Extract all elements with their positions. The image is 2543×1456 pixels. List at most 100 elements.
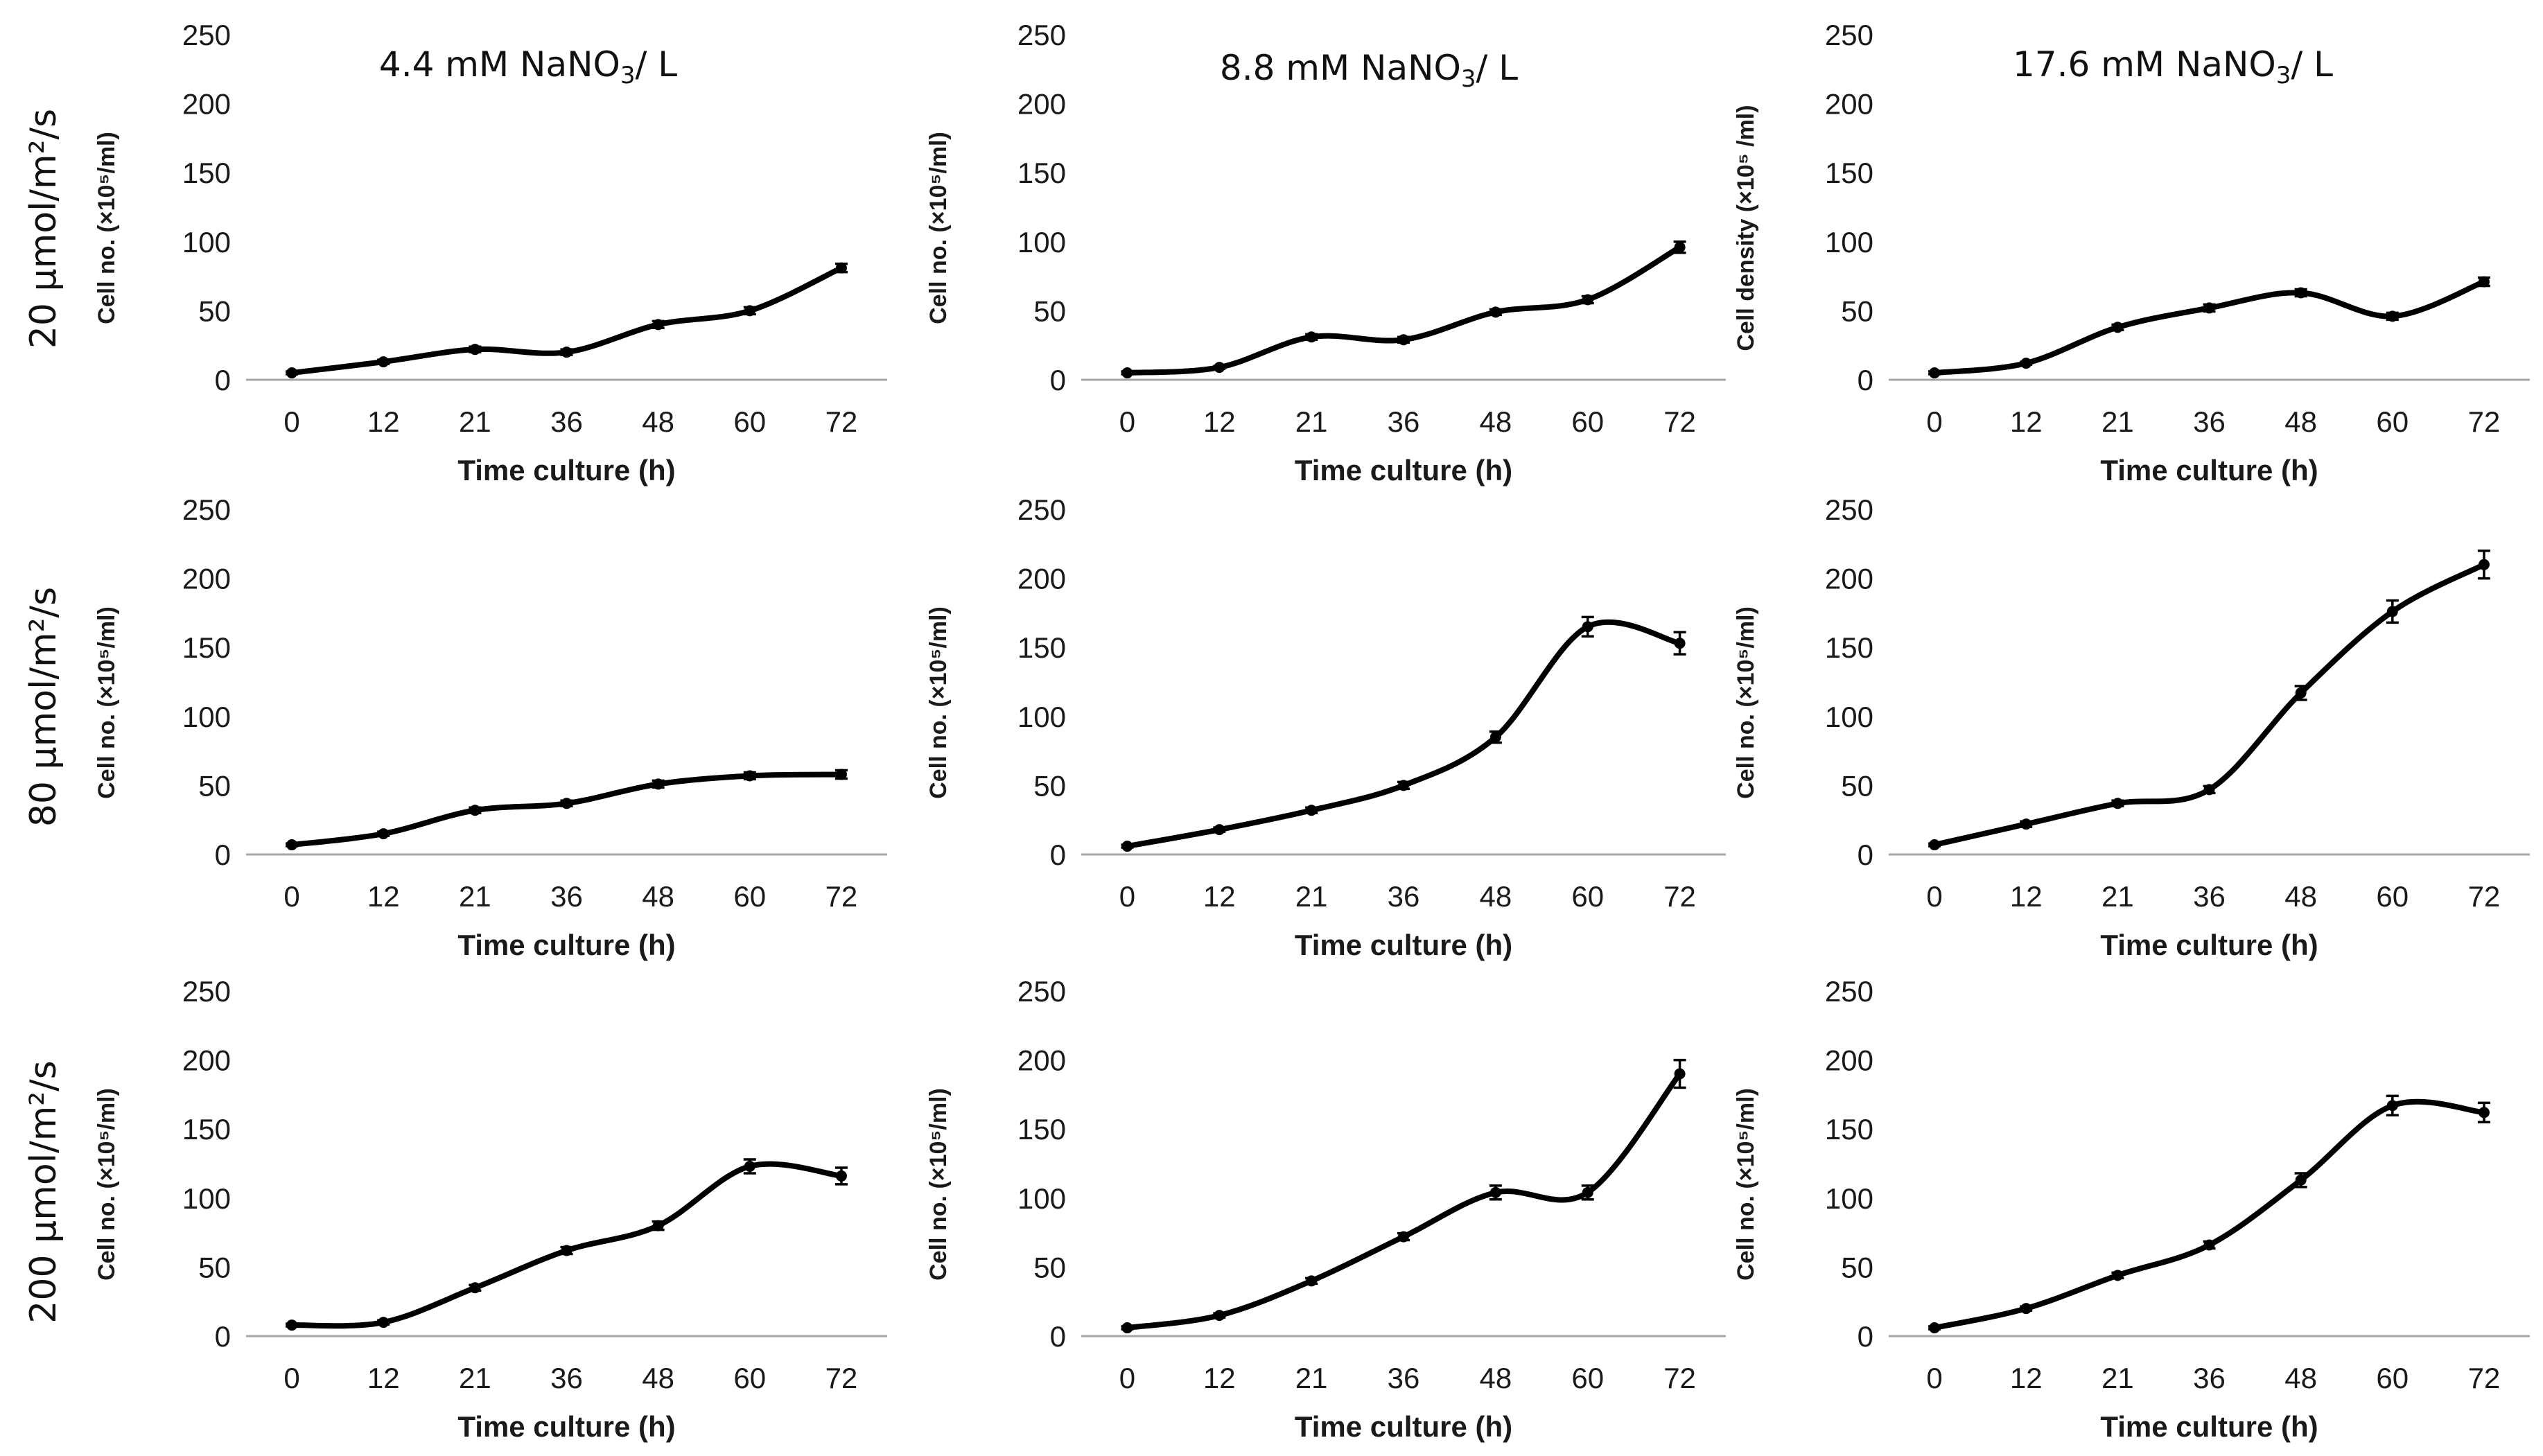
chart-1-3-y-tick-3: 150	[1825, 157, 1873, 189]
chart-3-1-point-6	[835, 1170, 847, 1182]
column-title-3: 17.6 mM NaNO3/ L	[2013, 44, 2333, 89]
chart-1-2-y-tick-2: 100	[1017, 226, 1066, 258]
chart-2-2-x-tick-2: 21	[1295, 880, 1328, 913]
chart-2-2-point-6	[1674, 638, 1686, 649]
chart-3-1-y-tick-4: 200	[182, 1044, 231, 1077]
chart-3-1-y-tick-3: 150	[182, 1113, 231, 1146]
chart-1-1-y-tick-2: 100	[182, 226, 231, 258]
chart-1-2-y-tick-5: 250	[1017, 19, 1066, 51]
chart-1-1-x-tick-2: 21	[459, 405, 491, 438]
chart-2-2-y-tick-0: 0	[1050, 839, 1066, 871]
chart-3-2-y-tick-4: 200	[1017, 1044, 1066, 1077]
chart-3-1-series-line	[289, 1161, 844, 1329]
chart-2-1-y-tick-3: 150	[182, 631, 231, 664]
chart-2-2: 0 50 100 150 200 250 0 12 21 36 48 60 72 Time culture…	[925, 493, 1726, 961]
chart-1-1-x-tick-5: 60	[733, 405, 766, 438]
chart-1-2-series-line	[1124, 244, 1683, 376]
chart-2-1-y-tick-0: 0	[215, 839, 231, 871]
chart-1-3-point-1	[2020, 358, 2032, 369]
chart-3-3-x-tick-0: 0	[1926, 1362, 1942, 1394]
chart-2-2-x-axis-title: Time culture (h)	[1295, 929, 1512, 961]
chart-3-1-x-axis-title: Time culture (h)	[457, 1410, 675, 1443]
row-titles: 20 µmol/m²/s 80 µmol/m²/s 200 µmol/m²/s	[23, 109, 64, 1324]
chart-3-1-x-tick-4: 48	[642, 1362, 674, 1394]
chart-3-3-x-tick-4: 48	[2284, 1362, 2317, 1394]
chart-2-3-y-tick-2: 100	[1825, 701, 1873, 733]
chart-3-1-point-5	[744, 1160, 755, 1172]
chart-2-3-x-axis-title: Time culture (h)	[2100, 929, 2318, 961]
chart-3-3-point-3	[2203, 1239, 2215, 1251]
chart-2-1-point-0	[286, 839, 298, 851]
chart-3-3-x-axis-title: Time culture (h)	[2100, 1410, 2318, 1443]
chart-2-2-series-line	[1124, 619, 1683, 850]
chart-3-2-x-tick-1: 12	[1203, 1362, 1236, 1394]
chart-1-2-x-tick-4: 48	[1479, 405, 1512, 438]
chart-1-3-x-tick-1: 12	[2010, 405, 2043, 438]
chart-3-1-x-tick-3: 36	[550, 1362, 583, 1394]
chart-3-1-point-4	[652, 1220, 664, 1231]
chart-1-1-x-tick-3: 36	[550, 405, 583, 438]
chart-2-2-x-tick-3: 36	[1388, 880, 1420, 913]
chart-3-3: 0 50 100 150 200 250 0 12 21 36 48 60 72 Time culture…	[1733, 975, 2530, 1443]
chart-panels: 0 50 100 150 200 250 0 12 21 36 48 60 72 Time culture…	[94, 19, 2530, 1443]
chart-1-3-point-6	[2478, 276, 2490, 288]
column-title-2: 8.8 mM NaNO3/ L	[1220, 48, 1518, 93]
chart-3-2-point-5	[1582, 1186, 1593, 1198]
chart-3-2-x-axis-title: Time culture (h)	[1295, 1410, 1512, 1443]
chart-1-1-x-tick-0: 0	[283, 405, 299, 438]
chart-1-3-point-2	[2112, 322, 2124, 333]
chart-1-3-x-tick-6: 72	[2468, 405, 2501, 438]
chart-3-1-x-tick-6: 72	[825, 1362, 858, 1394]
chart-1-2-x-tick-3: 36	[1388, 405, 1420, 438]
chart-2-1-y-tick-4: 200	[182, 563, 231, 595]
chart-1-3-x-tick-0: 0	[1926, 405, 1942, 438]
chart-3-2-y-tick-0: 0	[1050, 1320, 1066, 1353]
chart-1-3-x-axis-title: Time culture (h)	[2100, 454, 2318, 486]
chart-2-3-point-2	[2112, 798, 2124, 809]
chart-2-2-y-tick-4: 200	[1017, 563, 1066, 595]
chart-3-3-point-1	[2020, 1303, 2032, 1315]
chart-1-3: 0 50 100 150 200 250 0 12 21 36 48 60 72 Time culture…	[1733, 19, 2530, 486]
chart-2-3-x-tick-5: 60	[2376, 880, 2409, 913]
chart-3-1-point-3	[561, 1245, 573, 1256]
chart-1-3-y-tick-0: 0	[1858, 364, 1873, 396]
chart-2-1-x-axis-title: Time culture (h)	[457, 929, 675, 961]
chart-2-3: 0 50 100 150 200 250 0 12 21 36 48 60 72 Time culture…	[1733, 493, 2530, 961]
chart-1-1-point-6	[835, 262, 847, 274]
chart-3-3-x-tick-1: 12	[2010, 1362, 2043, 1394]
chart-1-1-x-tick-6: 72	[825, 405, 858, 438]
chart-2-1-point-4	[652, 778, 664, 790]
chart-1-1-point-5	[744, 305, 755, 317]
chart-1-1-y-tick-0: 0	[215, 364, 231, 396]
chart-1-2-y-tick-1: 50	[1033, 295, 1066, 327]
chart-3-1-x-tick-0: 0	[283, 1362, 299, 1394]
chart-3-2-point-3	[1398, 1231, 1409, 1243]
chart-3-3-series-line	[1932, 1098, 2487, 1331]
chart-2-2-x-tick-5: 60	[1571, 880, 1604, 913]
chart-1-1-point-2	[469, 344, 481, 356]
chart-2-1-point-2	[469, 805, 481, 816]
chart-1-2-y-tick-0: 0	[1050, 364, 1066, 396]
chart-3-2-y-tick-5: 250	[1017, 975, 1066, 1008]
chart-2-3-point-6	[2478, 559, 2490, 570]
chart-2-2-y-tick-5: 250	[1017, 493, 1066, 526]
chart-2-3-point-0	[1929, 839, 1941, 851]
chart-1-3-y-tick-5: 250	[1825, 19, 1873, 51]
chart-3-3-x-tick-6: 72	[2468, 1362, 2501, 1394]
column-titles: 4.4 mM NaNO3/ L 8.8 mM NaNO3/ L 17.6 mM …	[379, 44, 2333, 93]
chart-2-2-x-tick-1: 12	[1203, 880, 1236, 913]
chart-2-1-y-tick-5: 250	[182, 493, 231, 526]
chart-2-3-series-line	[1932, 561, 2487, 848]
chart-3-3-x-tick-3: 36	[2193, 1362, 2226, 1394]
chart-3-3-y-tick-2: 100	[1825, 1182, 1873, 1215]
chart-3-3-y-tick-4: 200	[1825, 1044, 1873, 1077]
chart-1-2-x-axis-title: Time culture (h)	[1295, 454, 1512, 486]
chart-2-3-x-tick-6: 72	[2468, 880, 2501, 913]
chart-3-3-y-axis-title: Cell no. (×10⁵/ml)	[1733, 1088, 1759, 1281]
chart-1-2-x-tick-6: 72	[1663, 405, 1696, 438]
chart-1-3-x-tick-4: 48	[2284, 405, 2317, 438]
chart-2-1-point-5	[744, 770, 755, 782]
chart-2-1-point-1	[378, 828, 390, 840]
row-title-2: 80 µmol/m²/s	[23, 587, 64, 827]
chart-2-1-y-tick-1: 50	[198, 769, 231, 802]
